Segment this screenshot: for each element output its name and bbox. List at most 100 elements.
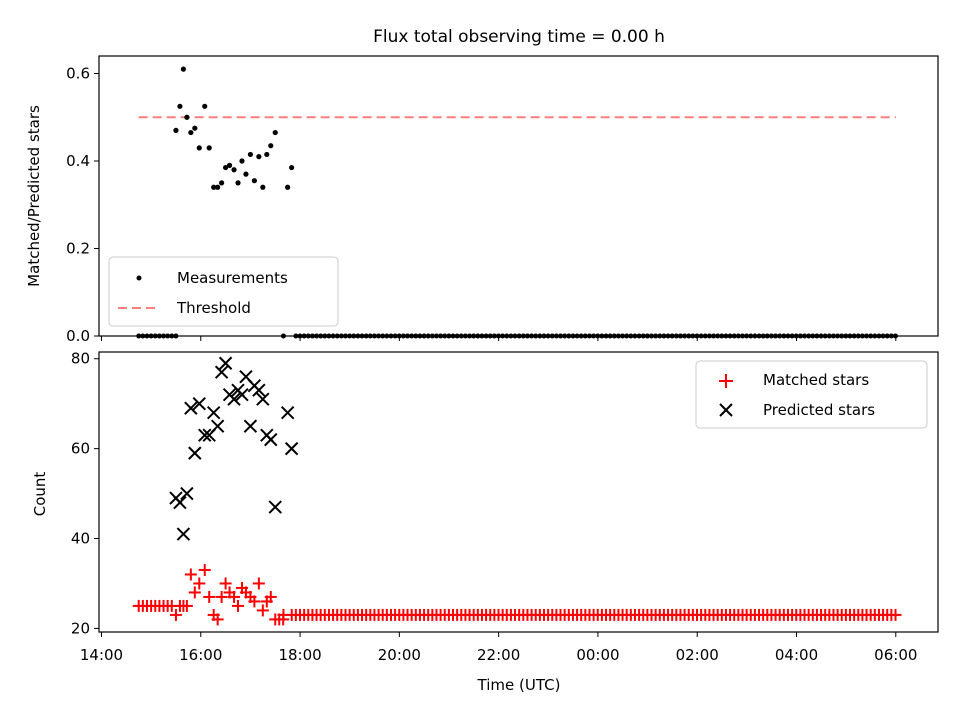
zero-measurement-point — [802, 333, 808, 339]
measurement-point — [188, 129, 194, 136]
zero-measurement-point — [768, 333, 774, 339]
zero-measurement-point — [764, 333, 770, 339]
measurement-point — [239, 158, 245, 164]
zero-measurement-point — [620, 333, 626, 339]
x-axis-label: Time (UTC) — [477, 676, 561, 694]
zero-measurement-point — [785, 333, 791, 339]
zero-measurement-point — [855, 333, 861, 339]
matched-star-point — [248, 595, 261, 608]
zero-measurement-point — [400, 333, 406, 339]
legend-threshold-label: Threshold — [176, 299, 251, 317]
zero-measurement-point — [338, 333, 344, 339]
zero-measurement-point — [413, 333, 419, 339]
zero-measurement-point — [156, 333, 162, 339]
zero-measurement-point — [326, 333, 332, 339]
zero-measurement-point — [810, 333, 816, 339]
zero-measurement-point — [553, 333, 559, 339]
zero-measurement-point — [711, 333, 717, 339]
zero-measurement-point — [152, 333, 158, 339]
matched-star-point — [252, 577, 265, 590]
predicted-star-point — [256, 392, 270, 406]
ratio-panel: 0.0 0.2 0.4 0.6 Matched/Predicted stars Mea… — [25, 55, 939, 345]
matched-star-point — [203, 590, 216, 603]
legend-predicted-marker — [719, 403, 733, 417]
predicted-star-point — [192, 396, 206, 411]
measurement-point — [192, 125, 198, 131]
count-y-tick-label: 20 — [71, 619, 90, 637]
count-y-tick-label: 40 — [71, 530, 90, 548]
predicted-star-point — [268, 500, 282, 514]
measurement-point — [226, 162, 233, 168]
matched-star-point — [198, 563, 211, 576]
measurement-point — [231, 167, 237, 173]
matched-star-point — [264, 590, 277, 603]
predicted-star-point — [218, 356, 233, 370]
matched-star-point — [219, 577, 232, 590]
zero-measurement-point — [471, 333, 477, 339]
zero-measurement-point — [433, 333, 439, 339]
zero-measurement-point — [682, 333, 688, 339]
zero-measurement-point — [632, 333, 638, 339]
predicted-star-point — [184, 401, 198, 415]
zero-measurement-point — [330, 333, 336, 339]
zero-measurement-point — [405, 333, 411, 339]
zero-measurement-point — [169, 333, 175, 339]
zero-measurement-point — [756, 333, 762, 339]
zero-measurement-point — [359, 333, 365, 339]
x-tick-label: 18:00 — [278, 646, 321, 664]
predicted-star-point — [206, 405, 221, 420]
predicted-star-point — [264, 432, 278, 447]
predicted-star-point — [227, 392, 241, 406]
zero-measurement-point — [301, 333, 307, 339]
zero-measurement-point — [388, 333, 394, 339]
ratio-y-tick-label: 0.4 — [66, 152, 90, 170]
zero-measurement-point — [318, 333, 324, 339]
x-tick-label: 16:00 — [179, 646, 222, 664]
zero-measurement-point — [442, 333, 448, 339]
measurement-point — [177, 103, 183, 109]
zero-measurement-point — [173, 333, 179, 339]
zero-measurement-point — [454, 333, 460, 339]
zero-measurement-point — [876, 333, 882, 339]
measurement-point — [215, 184, 221, 190]
predicted-star-points — [169, 356, 299, 541]
zero-measurement-point — [649, 333, 655, 339]
zero-measurement-point — [636, 333, 642, 339]
x-tick-label: 04:00 — [775, 646, 818, 664]
zero-measurement-point — [462, 333, 468, 339]
zero-measurement-point — [549, 333, 555, 339]
measurement-point — [251, 178, 257, 184]
zero-measurement-point — [529, 333, 535, 339]
zero-measurement-point — [657, 333, 663, 339]
zero-measurement-point — [467, 333, 473, 339]
matched-star-points — [169, 563, 290, 626]
zero-measurement-point — [851, 333, 857, 339]
zero-measurement-point — [578, 333, 584, 339]
zero-measurement-point — [458, 333, 464, 339]
predicted-star-point — [280, 405, 295, 420]
ratio-legend: Measurements Threshold — [108, 256, 339, 327]
zero-measurement-point — [562, 333, 568, 339]
x-tick-label: 14:00 — [80, 646, 123, 664]
zero-measurement-point — [814, 333, 820, 339]
legend-predicted-label: Predicted stars — [763, 401, 875, 419]
zero-measurements — [136, 333, 898, 339]
matched-baseline-point — [889, 608, 902, 621]
zero-measurement-point — [347, 333, 353, 339]
zero-measurement-point — [826, 333, 832, 339]
zero-measurement-point — [702, 333, 708, 339]
measurement-point — [264, 151, 270, 158]
matched-star-point — [184, 568, 197, 581]
legend-measurements-marker — [136, 275, 142, 281]
predicted-star-point — [173, 495, 187, 510]
zero-measurement-point — [789, 333, 795, 339]
measurement-point — [247, 151, 254, 158]
x-tick-label: 02:00 — [676, 646, 719, 664]
measurement-point — [285, 184, 291, 190]
zero-measurement-point — [355, 333, 361, 339]
zero-measurement-point — [686, 333, 692, 339]
zero-measurement-point — [843, 333, 849, 339]
predicted-star-point — [252, 383, 266, 397]
measurement-point — [260, 184, 266, 190]
